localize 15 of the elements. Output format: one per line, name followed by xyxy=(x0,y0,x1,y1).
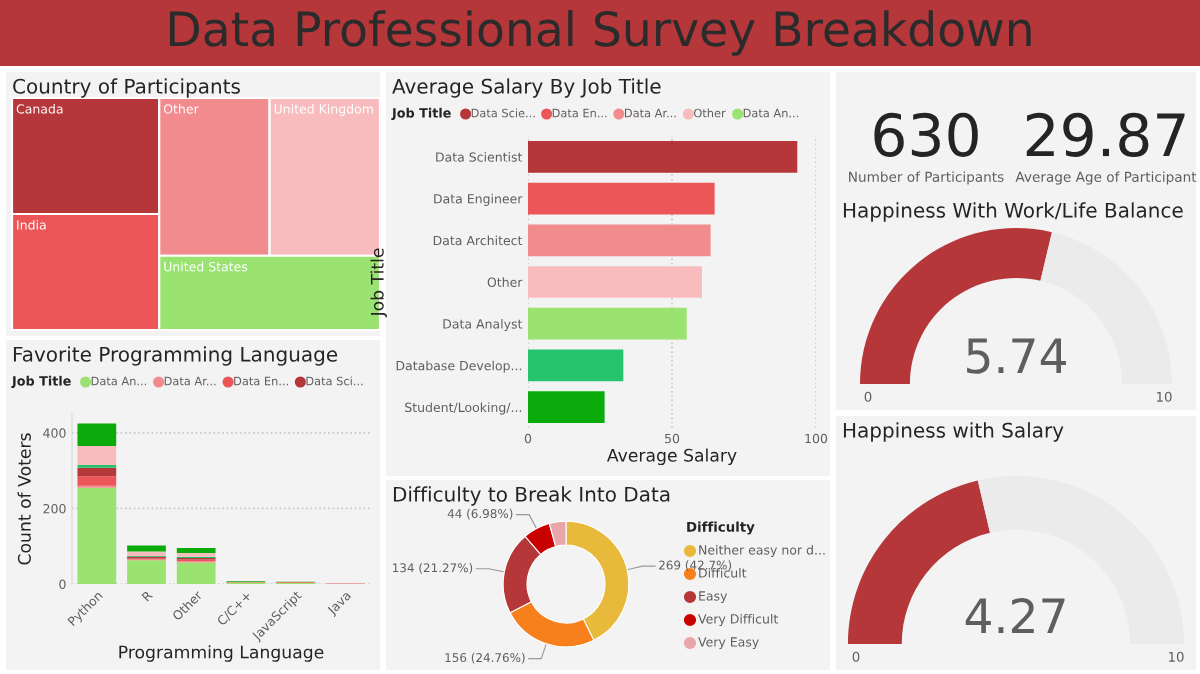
text: 4.27 xyxy=(965,597,1065,634)
text: Data Professional Survey Breakdown xyxy=(169,10,1031,56)
x-axis-title: Average Salary xyxy=(606,448,737,466)
chart-title: Average Salary By Job Title xyxy=(392,78,661,98)
data-label: 29.87 xyxy=(1026,112,1185,157)
chart-title: Difficulty to Break Into Data xyxy=(393,486,670,506)
y-axis-title: Job Title xyxy=(370,248,387,318)
text: 5.74 xyxy=(967,338,1066,374)
text: Country of Participants xyxy=(13,78,240,98)
x-axis-title: Programming Language xyxy=(119,645,324,662)
data-label: 630 xyxy=(874,112,978,157)
chart-title: Happiness With Work/Life Balance xyxy=(843,202,1183,222)
chart-title: Favorite Programming Language xyxy=(13,346,338,366)
chart-title: Happiness with Salary xyxy=(843,422,1064,442)
y-axis-title: Count of Voters xyxy=(17,433,31,565)
